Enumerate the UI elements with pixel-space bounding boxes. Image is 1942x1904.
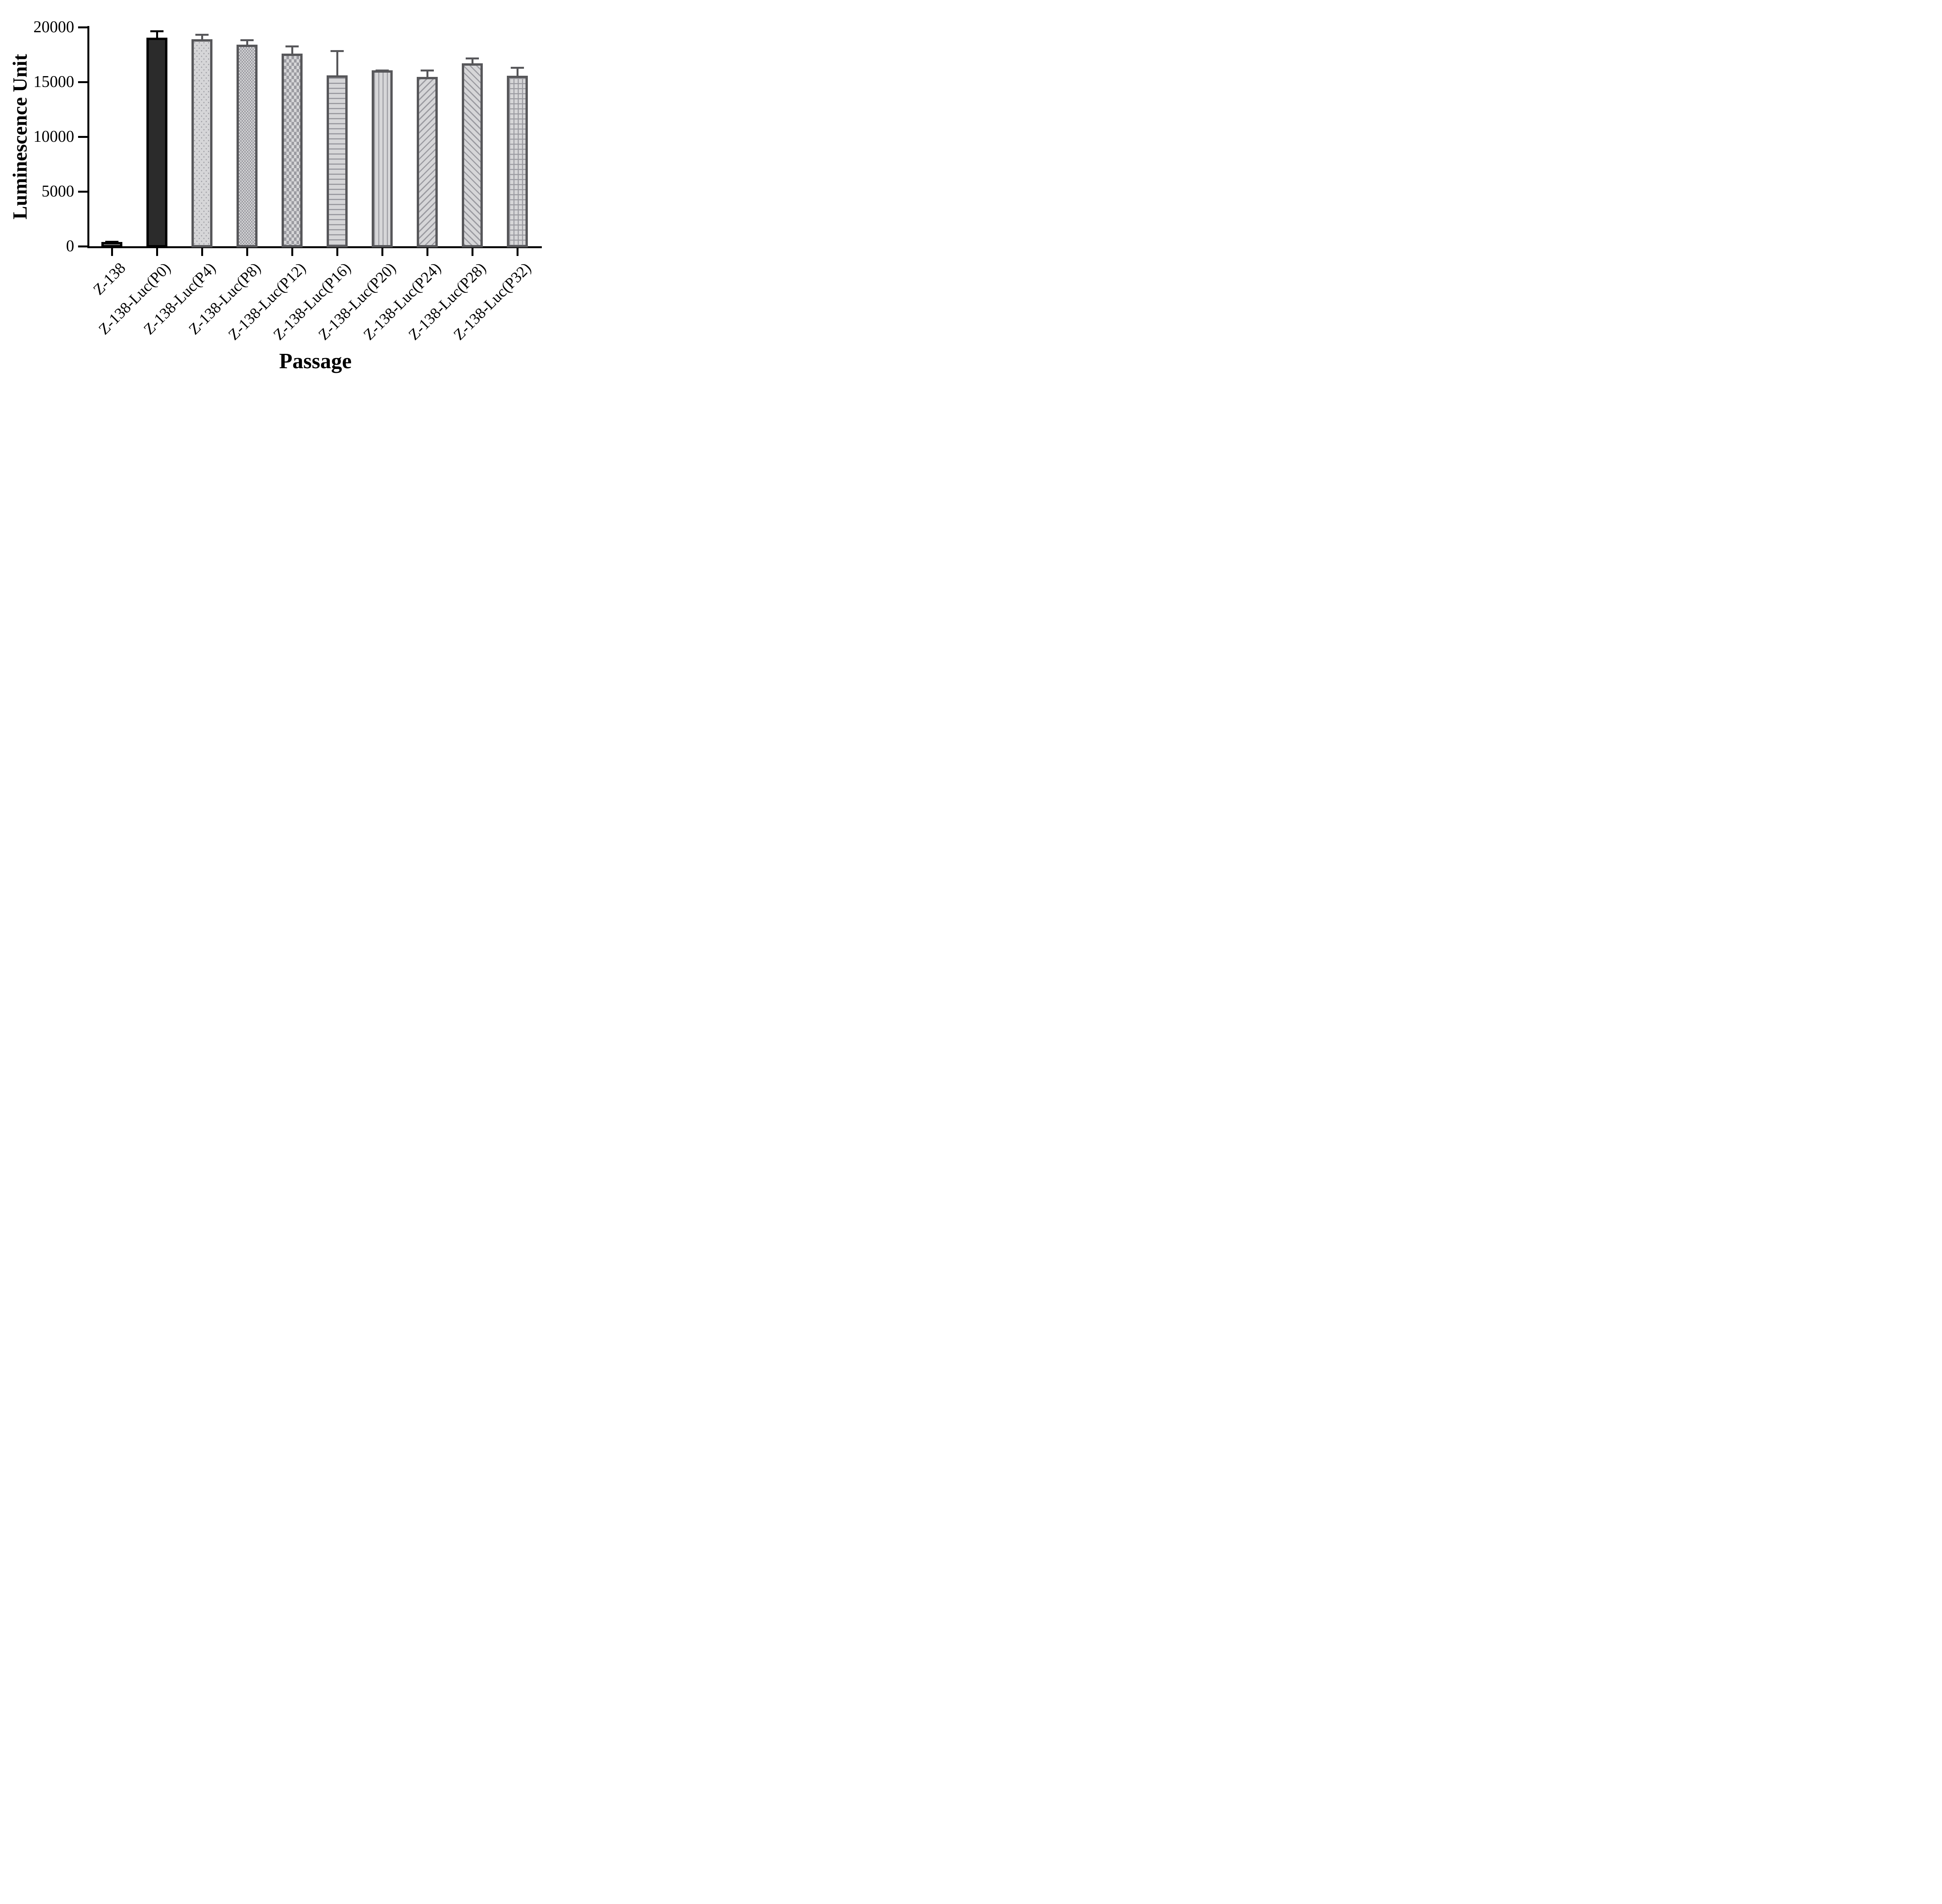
x-tick [426, 248, 428, 256]
x-tick [517, 248, 519, 256]
x-tick [291, 248, 293, 256]
error-bar-cap [331, 50, 344, 52]
error-bar-stem [291, 45, 293, 55]
bar-Z-138-Luc(P0) [146, 37, 167, 247]
error-bar-stem [336, 50, 338, 77]
y-tick-label: 20000 [33, 18, 74, 36]
y-tick [78, 191, 87, 193]
x-axis-title: Passage [279, 349, 352, 373]
bar-chart-figure: Luminescence Unit Passage 0 5000 10000 1500… [0, 0, 550, 381]
y-tick [78, 245, 87, 247]
y-tick [78, 81, 87, 83]
error-bar-stem [246, 39, 248, 47]
error-bar-stem [471, 57, 473, 65]
y-tick [78, 136, 87, 138]
bar-Z-138 [101, 242, 122, 247]
x-tick [246, 248, 248, 256]
error-bar-cap [150, 30, 164, 33]
error-bar-stem [426, 69, 428, 79]
bar-Z-138-Luc(P8) [237, 45, 258, 247]
error-bar-cap [240, 39, 254, 42]
y-tick-label: 5000 [42, 183, 74, 200]
error-bar-cap [466, 57, 479, 59]
bar-Z-138-Luc(P12) [282, 53, 303, 247]
bar-Z-138-Luc(P32) [507, 76, 528, 247]
x-category-label: Z-138 [89, 259, 129, 298]
x-tick [111, 248, 113, 256]
x-tick [336, 248, 338, 256]
bar-Z-138-Luc(P28) [462, 63, 483, 247]
error-bar-stem [516, 66, 519, 78]
bar-Z-138-Luc(P16) [327, 75, 348, 247]
error-bar-cap [105, 240, 118, 243]
bar-Z-138-Luc(P20) [372, 70, 393, 247]
x-tick [201, 248, 203, 256]
error-bar-cap [376, 69, 389, 71]
error-bar-cap [285, 45, 299, 47]
x-axis-line [87, 246, 542, 248]
error-bar-cap [511, 66, 524, 69]
bar-Z-138-Luc(P4) [191, 39, 212, 247]
x-tick [156, 248, 158, 256]
y-tick-label: 15000 [33, 73, 74, 91]
y-axis-line [87, 26, 89, 248]
error-bar-cap [421, 69, 434, 71]
y-tick [78, 26, 87, 28]
x-tick [381, 248, 383, 256]
x-tick [472, 248, 473, 256]
error-bar-stem [156, 30, 158, 39]
y-tick-label: 10000 [33, 128, 74, 146]
bar-Z-138-Luc(P24) [417, 77, 438, 247]
error-bar-stem [201, 33, 203, 41]
y-tick-label: 0 [66, 237, 74, 255]
error-bar-cap [195, 33, 209, 36]
